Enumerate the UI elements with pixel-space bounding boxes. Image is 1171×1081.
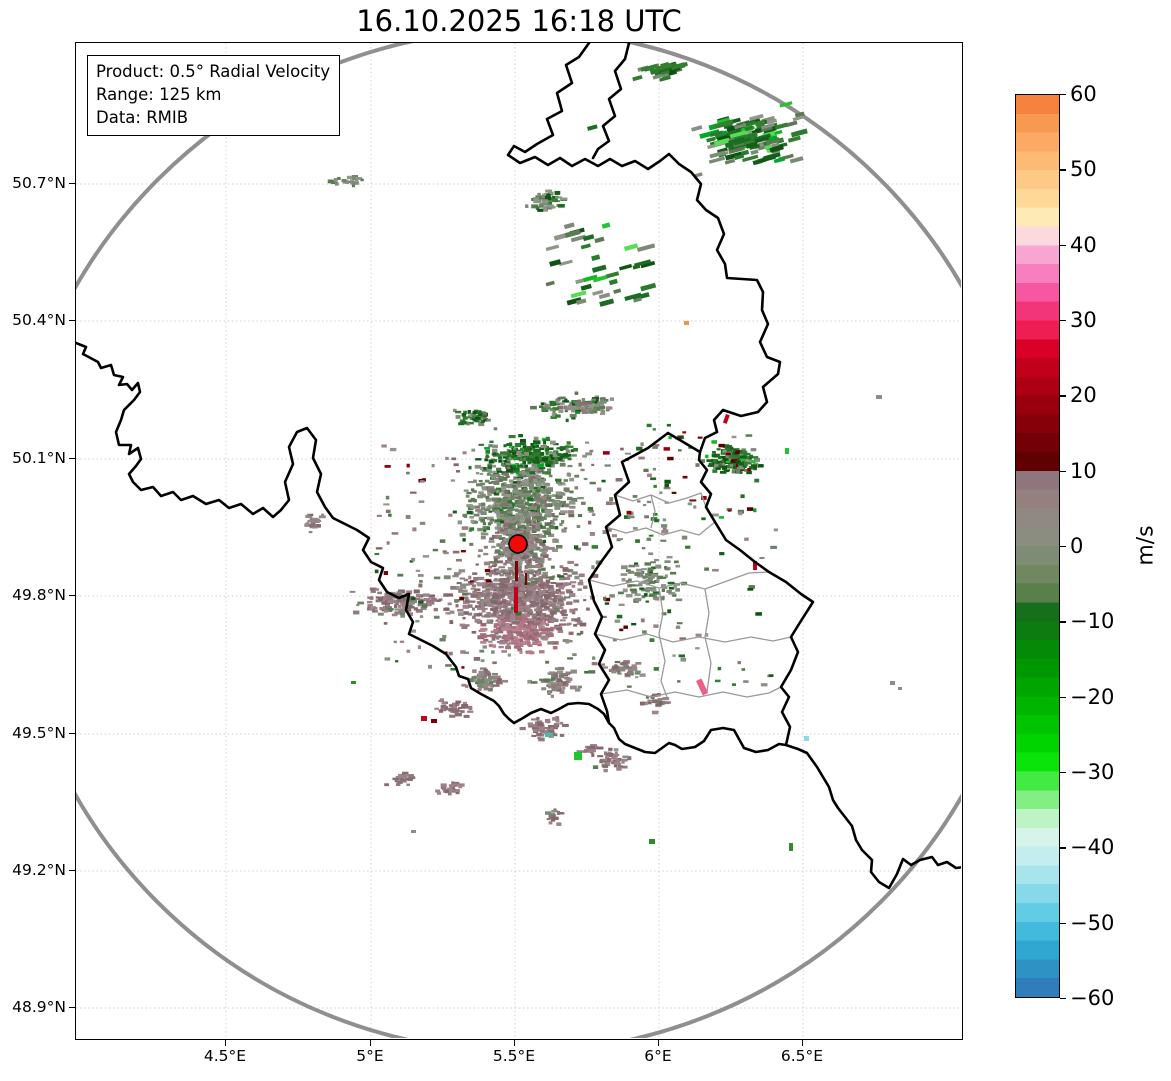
colorbar-tick-label: 30 [1070,308,1097,332]
y-tick-label: 49.8°N [12,586,66,604]
colorbar-tick-mark [1060,546,1066,548]
colorbar-tick-label: −20 [1070,684,1115,709]
admin-borders [588,492,792,698]
country-borders [76,43,961,890]
colorbar-tick-mark [1060,169,1066,171]
y-tick-mark [69,733,75,735]
x-tick-label: 5°E [356,1047,384,1065]
x-tick-label: 5.5°E [492,1047,536,1065]
colorbar-tick-label: −10 [1070,609,1115,634]
x-tick-mark [225,1040,227,1046]
figure-title: 16.10.2025 16:18 UTC [356,4,682,38]
y-tick-label: 49.2°N [12,861,66,879]
y-tick-mark [69,458,75,460]
colorbar-tick-label: 0 [1070,534,1084,558]
x-tick-mark [514,1040,516,1046]
colorbar-tick-label: 50 [1070,157,1097,182]
x-tick-label: 6.5°E [780,1047,824,1065]
colorbar-tick-label: 40 [1070,232,1097,257]
x-tick-label: 6°E [644,1047,672,1065]
colorbar-tick-label: 20 [1070,383,1097,408]
colorbar-tick-mark [1060,998,1066,1000]
y-tick-label: 50.7°N [12,174,66,192]
range-line: Range: 125 km [96,85,222,104]
x-tick-mark [370,1040,372,1046]
y-tick-mark [69,595,75,597]
colorbar-tick-label: −40 [1070,835,1115,860]
colorbar-tick-label: −30 [1070,760,1115,784]
colorbar-tick-mark [1060,244,1066,246]
colorbar-tick-label: −50 [1070,910,1115,935]
colorbar-unit-label: m/s [1133,525,1159,566]
y-tick-label: 49.5°N [12,724,66,742]
y-tick-mark [69,320,75,322]
radar-site-marker [508,534,528,554]
y-tick-mark [69,870,75,872]
colorbar-tick-mark [1060,94,1066,96]
colorbar-tick-mark [1060,621,1066,623]
colorbar-tick-mark [1060,320,1066,322]
colorbar-tick-label: 60 [1070,82,1097,106]
radar-echoes [304,61,902,851]
x-tick-mark [658,1040,660,1046]
y-tick-mark [69,183,75,185]
colorbar-tick-label: 10 [1070,458,1097,483]
colorbar-tick-mark [1060,395,1066,397]
colorbar-tick-label: −60 [1070,986,1115,1010]
colorbar-tick-mark [1060,470,1066,472]
x-tick-label: 4.5°E [203,1047,247,1065]
y-tick-mark [69,1007,75,1009]
map-canvas [76,43,961,1038]
colorbar-tick-mark [1060,922,1066,924]
product-line: Product: 0.5° Radial Velocity [96,62,331,81]
y-tick-label: 50.1°N [12,449,66,467]
colorbar-tick-mark [1060,696,1066,698]
data-source-line: Data: RMIB [96,108,189,127]
colorbar-gradient [1016,95,1059,997]
y-tick-label: 48.9°N [12,998,66,1016]
colorbar-tick-mark [1060,847,1066,849]
colorbar-tick-mark [1060,772,1066,774]
y-tick-label: 50.4°N [12,311,66,329]
x-tick-mark [802,1040,804,1046]
map-plot-area: Product: 0.5° Radial Velocity Range: 125… [75,42,963,1040]
colorbar [1015,94,1060,998]
product-info-box: Product: 0.5° Radial Velocity Range: 125… [87,55,341,136]
